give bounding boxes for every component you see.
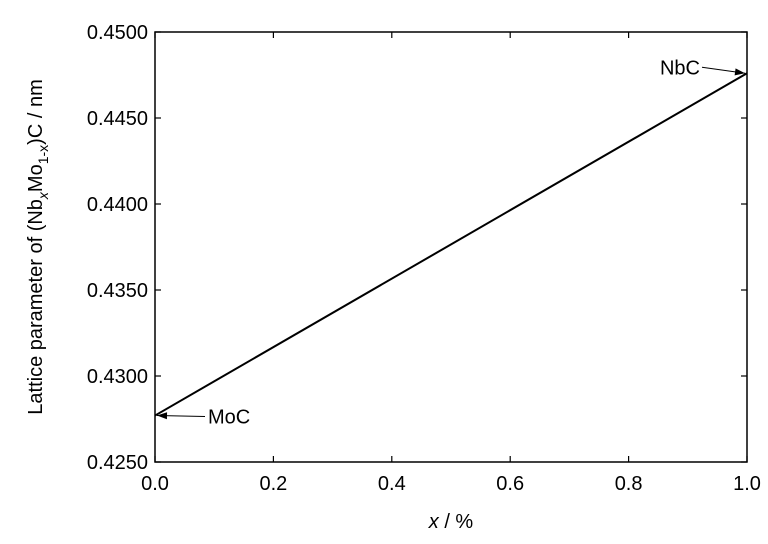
y-tick-label: 0.4400 bbox=[87, 194, 148, 216]
plot-frame bbox=[154, 31, 748, 463]
moc-label: MoC bbox=[208, 407, 250, 429]
nbc-arrow-head bbox=[734, 68, 745, 76]
x-tick-label: 0.0 bbox=[141, 473, 169, 495]
y-tick-label: 0.4350 bbox=[87, 280, 148, 302]
x-tick-label: 0.8 bbox=[615, 473, 643, 495]
annotation-layer: MoC NbC bbox=[156, 57, 746, 429]
y-tick-label: 0.4300 bbox=[87, 366, 148, 388]
y-axis-ticks: 0.4250 0.4300 0.4350 0.4400 0.4450 0.4500 bbox=[87, 22, 747, 474]
x-tick-label: 0.2 bbox=[259, 473, 287, 495]
series-line bbox=[154, 72, 748, 417]
x-axis-ticks: 0.0 0.2 0.4 0.6 0.8 1.0 bbox=[141, 32, 761, 495]
y-axis-title: Lattice parameter of (NbxMo1-x)C / nm bbox=[25, 79, 51, 414]
y-tick-label: 0.4500 bbox=[87, 22, 148, 44]
nbc-label: NbC bbox=[660, 57, 700, 79]
moc-arrow-head bbox=[157, 412, 168, 420]
x-tick-label: 0.6 bbox=[496, 473, 524, 495]
series-layer bbox=[154, 72, 748, 417]
y-tick-label: 0.4250 bbox=[87, 452, 148, 474]
x-axis-title: x / % bbox=[428, 511, 474, 533]
x-tick-label: 1.0 bbox=[733, 473, 761, 495]
x-tick-label: 0.4 bbox=[378, 473, 406, 495]
y-tick-label: 0.4450 bbox=[87, 108, 148, 130]
